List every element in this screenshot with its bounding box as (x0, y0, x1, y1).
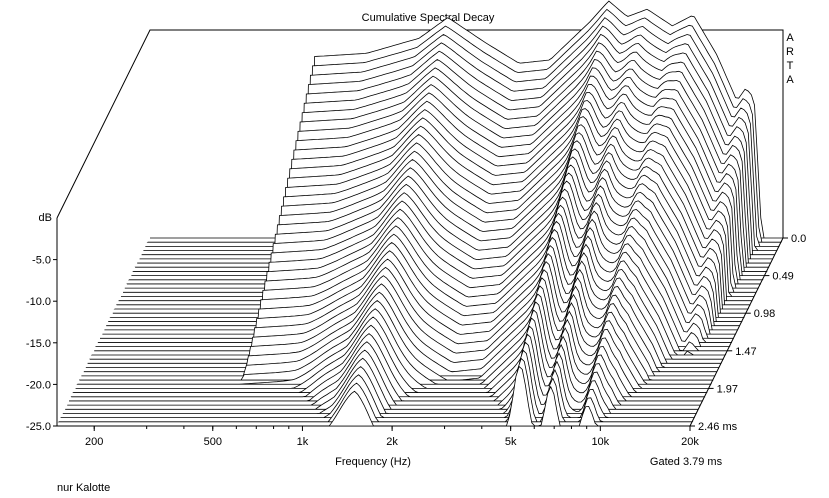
y-tick-label: -15.0 (26, 338, 51, 350)
y-tick-label: -20.0 (26, 379, 51, 391)
time-axis-line (689, 237, 784, 427)
brand-letter: T (787, 60, 794, 72)
x-tick-label: 20k (681, 436, 699, 448)
x-axis: 200 500 1k 2k 5k 10k 20k (85, 426, 699, 448)
decay-slice (57, 365, 690, 427)
x-tick-label: 10k (591, 436, 609, 448)
time-axis: 0.0 0.49 0.98 1.47 1.97 2.46 ms (690, 233, 806, 433)
decay-slice (62, 341, 697, 414)
time-tick-label: 0.49 (772, 271, 793, 283)
decay-slices (57, 0, 783, 427)
y-tick-label: -10.0 (26, 296, 51, 308)
y-tick-label: -25.0 (26, 421, 51, 433)
decay-slice (69, 317, 703, 402)
y-axis-unit: dB (39, 212, 52, 224)
x-tick-label: 500 (204, 436, 222, 448)
brand-letter: R (786, 46, 794, 58)
decay-slice (67, 325, 701, 406)
time-tick-label: 0.98 (754, 308, 775, 320)
brand-letter: A (786, 32, 794, 44)
x-tick-label: 5k (505, 436, 517, 448)
chart-title: Cumulative Spectral Decay (362, 12, 495, 24)
footnote: nur Kalotte (57, 482, 110, 494)
y-tick-label: -5.0 (32, 255, 51, 267)
time-tick-label: 1.47 (735, 346, 756, 358)
decay-slice (65, 333, 699, 410)
time-tick-label: 2.46 ms (698, 421, 738, 433)
decay-slice (57, 357, 694, 423)
decay-slice (60, 349, 695, 419)
x-tick-label: 2k (386, 436, 398, 448)
gate-label: Gated 3.79 ms (650, 456, 723, 468)
x-tick-label: 200 (85, 436, 103, 448)
time-tick-label: 0.0 (791, 233, 806, 245)
x-tick-label: 1k (297, 436, 309, 448)
x-axis-label: Frequency (Hz) (335, 456, 411, 468)
brand-letter: A (786, 74, 794, 86)
time-tick-label: 1.97 (717, 383, 738, 395)
y-axis: -5.0 -10.0 -15.0 -20.0 -25.0 (26, 255, 57, 433)
